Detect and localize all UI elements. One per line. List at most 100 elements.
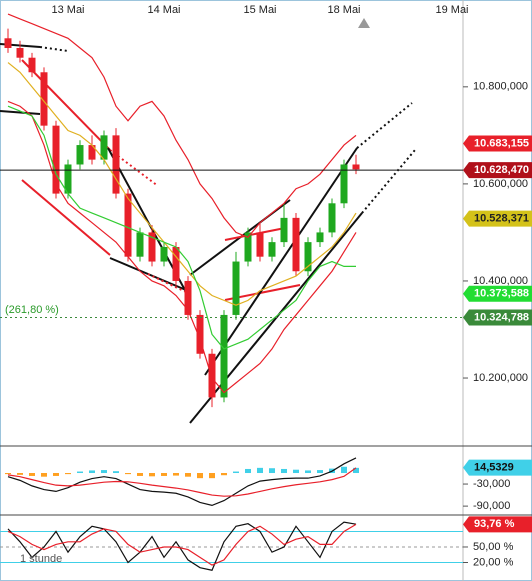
histogram-bar [353,467,359,474]
candle-body [208,353,216,398]
price-tag [463,309,532,326]
histogram-bar [113,471,119,474]
y-tick-label: 50,00 % [473,541,514,553]
y-tick-label: 10.400,000 [473,275,528,287]
candle-body [352,164,360,170]
histogram-bar [293,469,299,474]
candle-body [184,280,192,315]
candle-body [100,135,108,160]
price-tag-label: 10.373,588 [474,288,529,300]
candle-body [280,217,288,243]
histogram-bar [185,473,191,477]
candle-body [64,164,72,194]
time-marker [358,18,370,28]
candle-body [4,38,12,49]
histogram-bar [149,473,155,477]
candle-body [292,217,300,272]
histogram-bar [233,471,239,474]
price-tag-label: 10.324,788 [474,311,529,323]
indicator-line [7,521,357,571]
histogram-bar [29,473,35,476]
histogram-bar [245,468,251,474]
indicator-line [7,105,356,350]
trend-line [147,273,187,293]
x-tick-label: 13 Mai [51,4,84,16]
candle-body [160,246,168,262]
histogram-bar [281,468,287,474]
x-tick-label: 14 Mai [147,4,180,16]
histogram-bar [65,473,71,475]
histogram-bar [125,473,131,475]
candle-body [244,232,252,262]
candle-body [52,125,60,194]
indicator-line [7,523,357,566]
trend-line [0,110,41,115]
price-tag-label: 10.683,155 [474,137,529,149]
price-tag [463,516,532,533]
candle-body [220,314,228,398]
trend-line [356,102,413,149]
candle-body [76,145,84,165]
price-tag [463,285,532,302]
y-tick-label: 20,00 % [473,556,514,568]
price-tag [463,210,532,227]
price-tag [463,135,532,152]
histogram-bar [257,467,263,474]
trend-line [21,179,111,256]
candle-body [40,72,48,126]
price-tag-label: 10.528,371 [474,213,529,225]
histogram-bar [53,473,59,476]
histogram-bar [17,473,23,475]
candle-body [172,246,180,281]
histogram-bar [101,470,107,474]
histogram-bar [5,473,11,475]
candle-body [316,232,324,243]
price-tag-label: 14,5329 [474,462,514,474]
trend-line [189,212,363,424]
candle-body [196,314,204,354]
candle-body [136,232,144,257]
histogram-bar [77,471,83,474]
histogram-bar [341,466,347,474]
price-tag [463,162,532,179]
candle-body [88,145,96,160]
y-tick-label: 10.200,000 [473,372,528,384]
candle-body [124,193,132,257]
histogram-bar [269,468,275,474]
y-tick-label: -90,000 [473,500,510,512]
annotation: (261,80 %) [5,304,59,316]
trend-line [361,149,416,214]
histogram-bar [317,470,323,474]
indicator-line [7,467,357,497]
candle-body [148,232,156,262]
price-tag-label: 93,76 % [474,518,515,530]
price-tag-label: 10.628,470 [474,164,529,176]
trend-line [224,227,286,241]
histogram-bar [197,473,203,479]
indicator-line [7,100,357,394]
histogram-bar [173,473,179,476]
histogram-bar [137,473,143,476]
indicator-line [7,13,357,239]
indicator-line [7,457,357,507]
x-tick-label: 15 Mai [243,4,276,16]
candle-body [28,57,36,73]
indicator-line [7,62,357,306]
y-tick-label: -30,000 [473,478,510,490]
footnote: 1 stunde [20,553,62,565]
candle-body [232,261,240,315]
histogram-bar [89,470,95,474]
x-tick-label: 19 Mai [435,4,468,16]
candle-body [256,232,264,257]
histogram-bar [221,473,227,476]
trend-line [204,147,358,376]
x-tick-label: 18 Mai [327,4,360,16]
candle-body [112,135,120,194]
histogram-bar [209,473,215,479]
candle-body [268,242,276,257]
y-tick-label: 10.800,000 [473,81,528,93]
candle-body [304,242,312,272]
histogram-bar [305,470,311,474]
